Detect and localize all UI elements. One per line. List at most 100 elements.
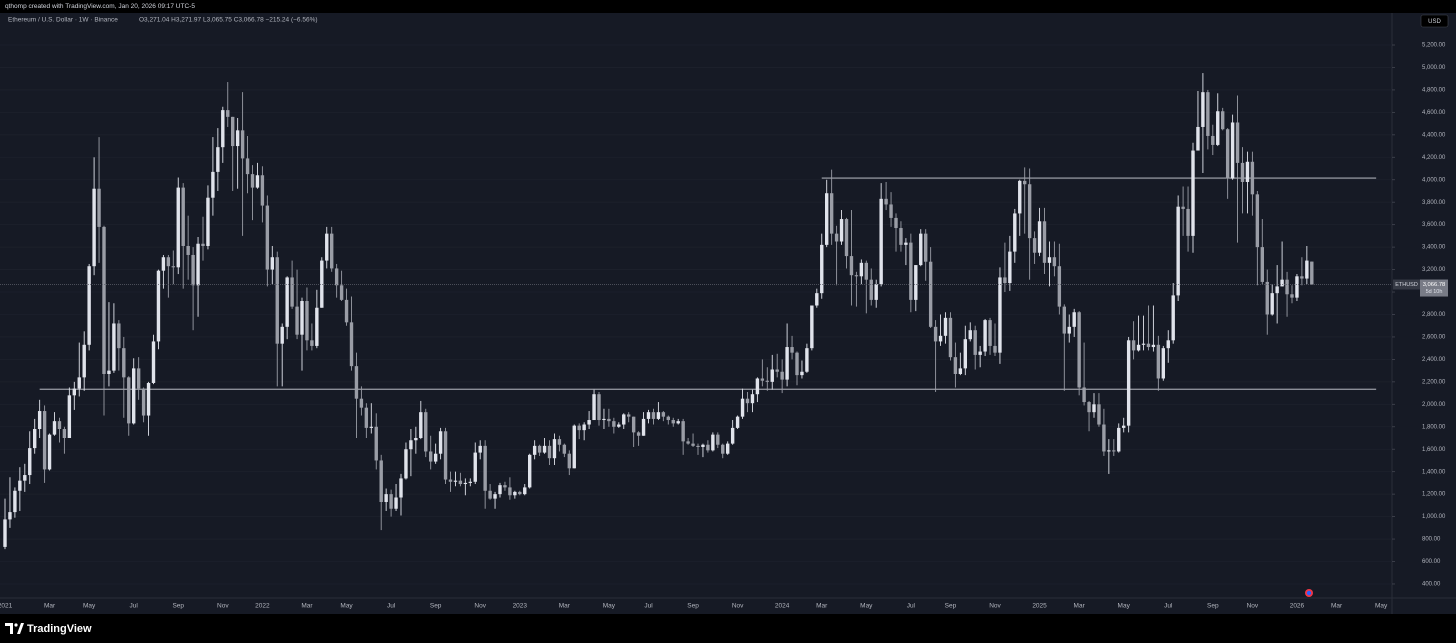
candle-body (671, 420, 675, 424)
candle-body (1131, 340, 1136, 351)
x-tick-label: Jul (387, 603, 396, 610)
candle-body (226, 110, 230, 117)
candle-body (602, 418, 606, 421)
candle-body (260, 175, 265, 206)
currency-label[interactable]: USD (1428, 19, 1441, 25)
attribution: qthomp created with TradingView.com, Jan… (5, 3, 195, 10)
candle-body (641, 418, 646, 436)
candle-body (617, 424, 621, 427)
x-tick-label: 2021 (0, 603, 13, 610)
x-tick-label: 2022 (255, 603, 270, 610)
candle-body (1097, 404, 1101, 425)
candle-body (636, 432, 641, 436)
candle-body (745, 398, 750, 404)
candle-body (518, 491, 522, 495)
candle-body (1196, 126, 1200, 151)
candle-body (1092, 404, 1096, 413)
candle-body (904, 242, 908, 245)
candle-body (1082, 387, 1086, 403)
candle-body (448, 479, 453, 482)
x-tick-label: Nov (989, 603, 1001, 610)
candle-body (919, 233, 923, 266)
candle-body (1235, 122, 1240, 163)
candle-body (240, 130, 245, 159)
candle-body (924, 233, 928, 262)
candle-body (884, 198, 888, 205)
candle-body (1107, 450, 1111, 452)
candle-body (1151, 344, 1156, 348)
candle-body (23, 475, 27, 481)
candle-body (1077, 312, 1081, 388)
candle-body (928, 261, 933, 327)
y-tick-label: 2,000.00 (1422, 402, 1446, 408)
candle-body (1013, 213, 1017, 252)
candle-body (117, 323, 121, 349)
candle-body (1295, 276, 1299, 298)
candle-body (1225, 129, 1230, 179)
candle-body (914, 265, 918, 300)
candle-body (1230, 122, 1235, 179)
x-tick-label: Mar (1331, 603, 1343, 610)
y-tick-label: 4,000.00 (1422, 177, 1446, 183)
candle-body (1008, 251, 1012, 284)
candle-body (513, 491, 517, 496)
candle-body (359, 398, 364, 408)
candle-body (1003, 277, 1007, 284)
candle-body (270, 257, 274, 270)
candle-body (1280, 279, 1284, 287)
candle-body (369, 426, 373, 428)
x-tick-label: Jul (644, 603, 653, 610)
candle-body (1052, 257, 1057, 267)
y-tick-label: 2,200.00 (1422, 379, 1446, 385)
candle-body (696, 445, 700, 447)
candle-body (711, 434, 715, 451)
candle-body (344, 299, 349, 323)
candle-body (508, 487, 512, 496)
candle-body (1156, 344, 1161, 379)
candle-body (968, 330, 972, 340)
event-dot-inner[interactable] (1306, 590, 1312, 596)
candle-body (325, 233, 329, 261)
y-tick-label: 800.00 (1422, 537, 1441, 543)
candle-body (988, 320, 992, 346)
currency-button[interactable] (1420, 14, 1449, 28)
candle-body (1310, 261, 1314, 285)
candle-body (1240, 162, 1245, 182)
x-tick-label: Jul (1164, 603, 1173, 610)
candle-body (1146, 343, 1151, 348)
candle-body (1221, 111, 1225, 130)
candle-body (1047, 257, 1052, 263)
candle-body (176, 187, 180, 268)
candle-body (721, 444, 725, 454)
candle-body (186, 245, 190, 255)
logo-slash (17, 623, 24, 634)
candle-body (1171, 295, 1175, 341)
candle-body (978, 351, 982, 355)
candle-body (354, 366, 359, 399)
candle-body (295, 306, 299, 335)
candle-body (1102, 424, 1106, 452)
candle-body (196, 243, 200, 286)
candle-body (493, 494, 497, 499)
candle-body (463, 482, 468, 485)
candle-body (1112, 450, 1116, 452)
candle-body (290, 277, 294, 307)
candle-body (285, 277, 289, 327)
y-tick-label: 1,000.00 (1422, 514, 1446, 520)
candle-body (1255, 194, 1260, 248)
candle-body (755, 378, 760, 395)
candle-body (201, 243, 205, 246)
price-tag (1420, 279, 1448, 297)
y-tick-label: 2,600.00 (1422, 335, 1446, 341)
candle-body (92, 188, 96, 267)
candle-body (136, 368, 141, 389)
candle-body (770, 369, 774, 382)
event-icon[interactable] (1305, 589, 1313, 597)
candle-body (468, 481, 472, 483)
y-tick-label: 1,200.00 (1422, 492, 1446, 498)
candle-body (255, 175, 260, 188)
candle-body (1206, 92, 1210, 136)
y-tick-label: 3,800.00 (1422, 200, 1446, 206)
candle-body (691, 443, 695, 446)
